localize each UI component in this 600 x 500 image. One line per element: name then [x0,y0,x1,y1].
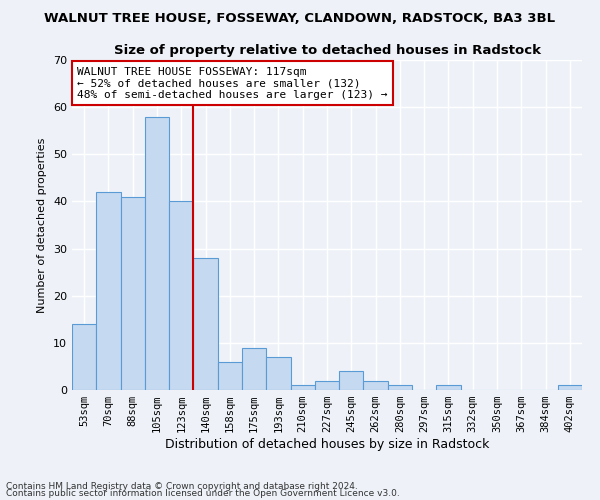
Bar [388,386,412,390]
Bar [169,202,193,390]
Bar [290,386,315,390]
Text: WALNUT TREE HOUSE, FOSSEWAY, CLANDOWN, RADSTOCK, BA3 3BL: WALNUT TREE HOUSE, FOSSEWAY, CLANDOWN, R… [44,12,556,26]
Y-axis label: Number of detached properties: Number of detached properties [37,138,47,312]
Bar [193,258,218,390]
Bar [364,380,388,390]
Bar [339,371,364,390]
Bar [558,386,582,390]
Text: Contains HM Land Registry data © Crown copyright and database right 2024.: Contains HM Land Registry data © Crown c… [6,482,358,491]
Bar [121,196,145,390]
Bar [315,380,339,390]
X-axis label: Distribution of detached houses by size in Radstock: Distribution of detached houses by size … [165,438,489,451]
Bar [266,357,290,390]
Bar [242,348,266,390]
Bar [72,324,96,390]
Text: Contains public sector information licensed under the Open Government Licence v3: Contains public sector information licen… [6,490,400,498]
Text: WALNUT TREE HOUSE FOSSEWAY: 117sqm
← 52% of detached houses are smaller (132)
48: WALNUT TREE HOUSE FOSSEWAY: 117sqm ← 52%… [77,66,388,100]
Title: Size of property relative to detached houses in Radstock: Size of property relative to detached ho… [113,44,541,58]
Bar [218,362,242,390]
Bar [96,192,121,390]
Bar [436,386,461,390]
Bar [145,116,169,390]
